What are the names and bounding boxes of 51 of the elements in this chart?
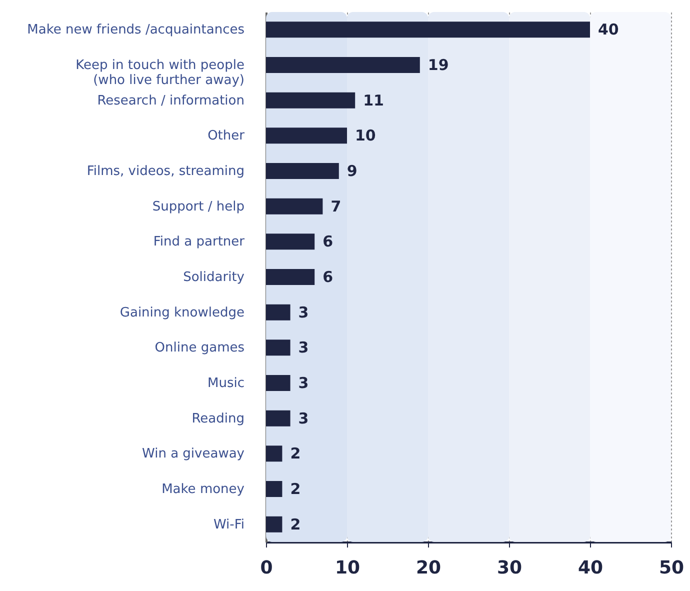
bar bbox=[266, 481, 282, 497]
y-tick-label: Music bbox=[208, 376, 244, 391]
data-label: 3 bbox=[298, 409, 309, 428]
bar bbox=[266, 92, 356, 108]
y-tick-label: Find a partner bbox=[153, 234, 246, 250]
data-label: 19 bbox=[428, 56, 449, 74]
data-label: 2 bbox=[290, 515, 301, 534]
y-tick-label: Gaining knowledge bbox=[120, 305, 244, 320]
x-tick-label: 40 bbox=[578, 558, 604, 578]
data-label: 6 bbox=[322, 232, 334, 251]
data-label: 3 bbox=[298, 374, 309, 392]
data-label: 7 bbox=[330, 197, 342, 216]
y-tick-label: Research / information bbox=[97, 93, 244, 108]
bar bbox=[266, 269, 315, 285]
bar bbox=[266, 410, 290, 426]
y-tick-label: Support / help bbox=[152, 199, 244, 214]
bar bbox=[266, 198, 323, 214]
bar bbox=[266, 516, 282, 532]
data-label: 2 bbox=[290, 444, 301, 463]
bar bbox=[266, 163, 339, 179]
y-tick-label: Keep in touch with people (who live further away) bbox=[76, 58, 244, 88]
y-tick-label: Wi-Fi bbox=[213, 517, 244, 532]
bar bbox=[266, 446, 282, 462]
x-tick-label: 0 bbox=[260, 558, 273, 578]
x-tick-label: 50 bbox=[658, 558, 684, 578]
data-label: 9 bbox=[346, 162, 358, 180]
x-tick-label: 20 bbox=[416, 558, 442, 578]
bar bbox=[266, 340, 290, 356]
y-tick-label: Films, videos, streaming bbox=[86, 164, 244, 179]
y-tick-label: Win a giveaway bbox=[142, 446, 245, 462]
x-tick-label: 10 bbox=[334, 558, 360, 578]
data-label: 3 bbox=[298, 303, 309, 322]
x-tick-label: 30 bbox=[496, 558, 522, 578]
y-tick-label: Other bbox=[208, 128, 246, 144]
data-label: 6 bbox=[322, 268, 334, 286]
y-tick-label: Make money bbox=[162, 482, 245, 497]
y-tick-label: Online games bbox=[154, 340, 245, 356]
bar bbox=[266, 375, 290, 391]
data-label: 11 bbox=[363, 91, 384, 110]
data-label: 3 bbox=[298, 338, 309, 357]
bar bbox=[266, 22, 590, 38]
data-label: 2 bbox=[290, 480, 301, 498]
y-tick-label: Make new friends /acquaintances bbox=[27, 22, 245, 38]
data-label: 10 bbox=[355, 126, 376, 145]
data-label: 40 bbox=[598, 20, 619, 39]
y-tick-label: Solidarity bbox=[183, 270, 245, 285]
bar bbox=[266, 57, 420, 73]
bar bbox=[266, 304, 290, 320]
y-tick-label: Reading bbox=[192, 411, 244, 426]
bar bbox=[266, 234, 315, 250]
bar bbox=[266, 128, 347, 144]
